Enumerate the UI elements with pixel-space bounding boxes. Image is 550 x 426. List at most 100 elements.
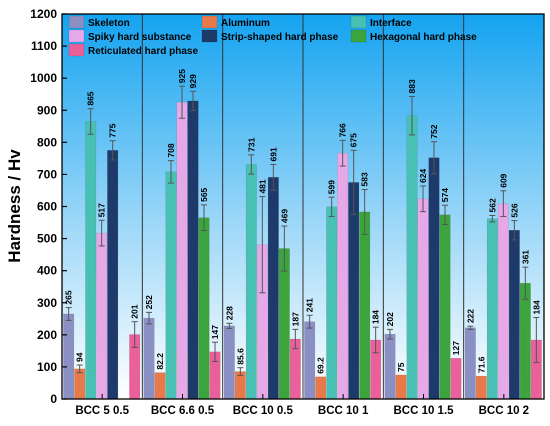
value-label: 775 bbox=[108, 123, 118, 137]
bar bbox=[107, 150, 119, 400]
value-label: 766 bbox=[338, 123, 348, 137]
bar bbox=[519, 282, 531, 400]
value-label: 609 bbox=[498, 173, 508, 187]
bar bbox=[85, 121, 97, 400]
y-axis-label: Hardness / Hv bbox=[5, 149, 24, 263]
value-label: 708 bbox=[166, 143, 176, 157]
value-label: 222 bbox=[465, 309, 475, 323]
bar bbox=[96, 232, 108, 400]
value-label: 241 bbox=[305, 298, 315, 312]
bar bbox=[198, 217, 210, 400]
value-label: 469 bbox=[279, 209, 289, 223]
bar bbox=[450, 358, 462, 400]
value-label: 517 bbox=[97, 203, 107, 217]
value-label: 583 bbox=[360, 172, 370, 186]
x-tick-label: BCC 10 1 bbox=[318, 405, 369, 417]
y-tick-label: 600 bbox=[37, 200, 57, 214]
bar bbox=[223, 325, 235, 400]
value-label: 187 bbox=[290, 312, 300, 326]
bar bbox=[359, 211, 371, 400]
value-label: 147 bbox=[210, 325, 220, 339]
y-tick-label: 200 bbox=[37, 328, 57, 342]
y-tick-label: 500 bbox=[37, 232, 57, 246]
legend-swatch bbox=[201, 15, 218, 29]
value-label: 731 bbox=[246, 137, 256, 151]
bar bbox=[154, 372, 166, 400]
bar bbox=[143, 317, 155, 400]
value-label: 184 bbox=[371, 310, 381, 324]
value-labels: 265 252 228 241 202 222 94 82.2 85.6 69.2 75 71.6 86… bbox=[64, 69, 542, 374]
bar bbox=[187, 100, 199, 400]
x-tick-label: BCC 5 0.5 bbox=[75, 405, 129, 417]
y-tick-label: 300 bbox=[37, 296, 57, 310]
bar bbox=[165, 171, 177, 400]
legend-swatch bbox=[68, 43, 85, 57]
y-tick-label: 100 bbox=[37, 360, 57, 374]
legend-swatch bbox=[68, 29, 85, 43]
y-tick-label: 0 bbox=[50, 392, 57, 406]
value-label: 94 bbox=[75, 352, 85, 362]
bar bbox=[176, 101, 188, 400]
bar bbox=[475, 375, 487, 400]
value-label: 202 bbox=[385, 312, 395, 326]
value-label: 562 bbox=[487, 198, 497, 212]
legend-label: Interface bbox=[370, 18, 412, 29]
value-label: 565 bbox=[199, 187, 209, 201]
bar bbox=[245, 164, 257, 400]
y-axis: 0 100 200 300 400 500 600 700 800 900 1000 1100 1200 bbox=[30, 7, 67, 406]
y-tick-label: 900 bbox=[37, 103, 57, 117]
legend-label: Aluminum bbox=[221, 18, 270, 29]
value-label: 69.2 bbox=[316, 357, 326, 374]
x-tick-label: BCC 10 2 bbox=[479, 405, 530, 417]
value-label: 599 bbox=[327, 180, 337, 194]
y-tick-label: 800 bbox=[37, 135, 57, 149]
value-label: 228 bbox=[224, 306, 234, 320]
bar bbox=[464, 327, 476, 400]
x-axis: BCC 5 0.5 BCC 6.6 0.5 BCC 10 0.5 BCC 10 1 BC… bbox=[75, 394, 529, 417]
bar bbox=[384, 333, 396, 400]
y-tick-label: 700 bbox=[37, 167, 57, 181]
legend-swatch bbox=[350, 15, 367, 29]
x-tick-label: BCC 6.6 0.5 bbox=[151, 405, 215, 417]
legend-label: Strip-shaped hard phase bbox=[221, 32, 339, 43]
value-label: 184 bbox=[531, 300, 541, 314]
value-label: 201 bbox=[130, 304, 140, 318]
value-label: 481 bbox=[257, 179, 267, 193]
bar bbox=[428, 157, 440, 400]
legend-swatch bbox=[350, 29, 367, 43]
bar bbox=[395, 374, 407, 400]
legend-label: Spiky hard substance bbox=[88, 32, 192, 43]
bar bbox=[304, 321, 316, 400]
legend-label: Reticulated hard phase bbox=[88, 46, 198, 57]
legend: Skeleton Aluminum Interface Spiky hard subs… bbox=[68, 15, 477, 57]
value-label: 883 bbox=[407, 79, 417, 93]
y-tick-label: 1200 bbox=[30, 7, 57, 21]
value-label: 624 bbox=[418, 169, 428, 183]
value-label: 75 bbox=[396, 362, 406, 372]
y-tick-label: 400 bbox=[37, 264, 57, 278]
error-bars bbox=[65, 85, 540, 376]
bar bbox=[315, 376, 327, 400]
legend-label: Hexagonal hard phase bbox=[370, 32, 477, 43]
bars bbox=[63, 100, 542, 400]
legend-label: Skeleton bbox=[88, 18, 130, 29]
legend-swatch bbox=[68, 15, 85, 29]
value-label: 526 bbox=[509, 203, 519, 217]
bar bbox=[63, 313, 75, 400]
value-label: 752 bbox=[429, 124, 439, 138]
bar bbox=[326, 206, 338, 400]
value-label: 85.6 bbox=[235, 348, 245, 365]
value-label: 265 bbox=[64, 290, 74, 304]
value-label: 71.6 bbox=[476, 356, 486, 373]
x-tick-label: BCC 10 1.5 bbox=[393, 405, 454, 417]
bar bbox=[417, 198, 429, 400]
value-label: 574 bbox=[440, 188, 450, 202]
value-label: 691 bbox=[268, 147, 278, 161]
bar bbox=[337, 152, 349, 400]
value-label: 252 bbox=[144, 295, 154, 309]
value-label: 675 bbox=[349, 133, 359, 147]
bar bbox=[508, 229, 520, 400]
value-label: 361 bbox=[520, 250, 530, 264]
value-label: 82.2 bbox=[155, 353, 165, 370]
